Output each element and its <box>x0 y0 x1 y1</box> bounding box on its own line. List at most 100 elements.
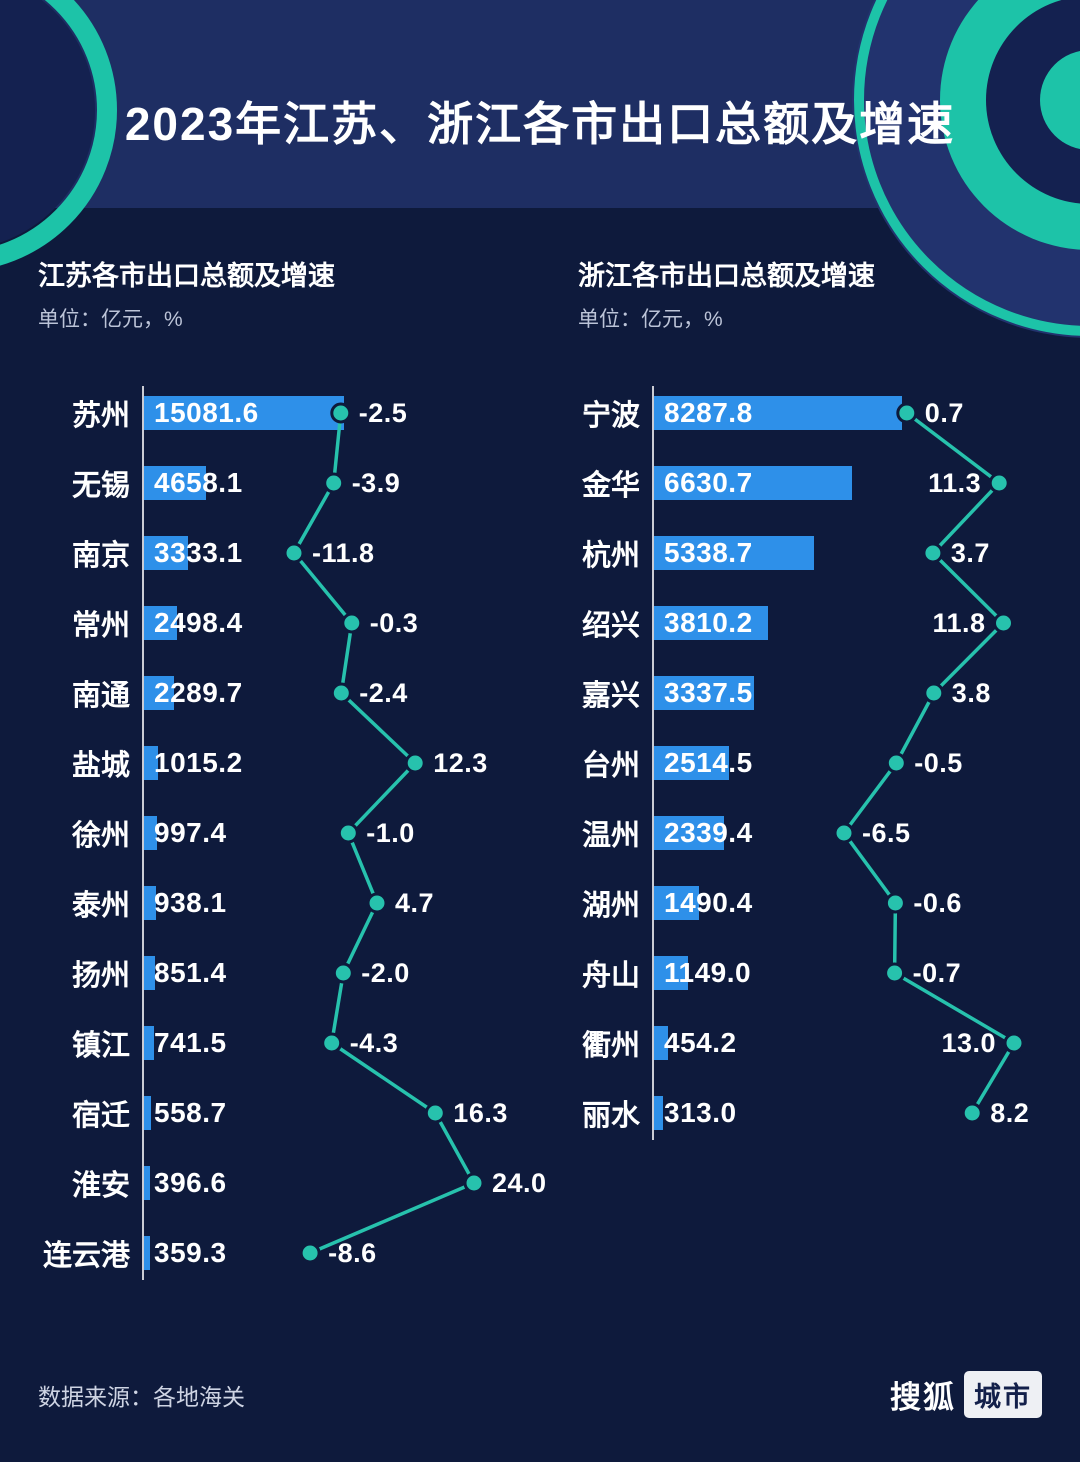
growth-value-label: -11.8 <box>312 538 375 568</box>
export-value-label: 741.5 <box>154 1027 227 1058</box>
chart-row: 丽水 313.0 <box>578 1078 1045 1148</box>
growth-point <box>463 1172 485 1194</box>
growth-line-chart: 0.7 11.3 3.7 11.8 3.8 -0.5 -6.5 -0.6 -0.7 13.0 8.2 <box>833 398 1029 1128</box>
growth-point <box>330 402 352 424</box>
category-label: 金华 <box>581 470 640 502</box>
export-value-label: 558.7 <box>154 1097 227 1128</box>
growth-point <box>833 822 855 844</box>
category-label: 丽水 <box>581 1100 640 1132</box>
export-value-label: 2498.4 <box>154 607 243 638</box>
export-value-label: 15081.6 <box>154 397 259 428</box>
bar-cell: 3333.1 <box>142 518 543 588</box>
growth-point <box>330 682 352 704</box>
growth-value-label: -0.5 <box>914 748 963 778</box>
growth-value-label: -0.3 <box>370 608 419 638</box>
chart-row: 宁波 8287.8 <box>578 378 1045 448</box>
deco-circle-center <box>1040 51 1080 149</box>
category-label: 衢州 <box>581 1030 640 1062</box>
growth-value-label: 11.3 <box>928 468 981 498</box>
bar-cell: 2339.4 <box>652 798 1045 868</box>
growth-value-label: -4.3 <box>350 1028 399 1058</box>
growth-point <box>922 542 944 564</box>
category-label: 南通 <box>71 680 130 712</box>
export-bar <box>654 536 814 570</box>
growth-value-label: 12.3 <box>433 748 488 778</box>
export-bar <box>144 1096 152 1130</box>
growth-point <box>341 612 363 634</box>
growth-point <box>283 542 305 564</box>
chart-rows: 宁波 8287.8 金华 6630.7 杭州 5338.7 绍兴 3810.2 嘉兴 3337.5… <box>578 378 1045 1148</box>
export-value-label: 313.0 <box>664 1097 737 1128</box>
chart-row: 绍兴 3810.2 <box>578 588 1045 658</box>
chart-title: 江苏各市出口总额及增速 <box>38 261 335 291</box>
bar-cell: 1015.2 <box>142 728 543 798</box>
category-label: 苏州 <box>71 400 130 432</box>
growth-value-label: -2.0 <box>361 958 410 988</box>
growth-point <box>323 472 345 494</box>
page-title: 2023年江苏、浙江各市出口总额及增速 <box>124 98 956 150</box>
value-axis <box>142 386 144 1280</box>
export-value-label: 2514.5 <box>664 747 753 778</box>
chart-row: 金华 6630.7 <box>578 448 1045 518</box>
bar-cell: 396.6 <box>142 1148 543 1218</box>
export-value-label: 938.1 <box>154 887 227 918</box>
growth-value-label: 16.3 <box>453 1098 508 1128</box>
chart-zhejiang: 浙江各市出口总额及增速 单位：亿元，% 宁波 8287.8 金华 6630.7 杭州 5338… <box>578 260 1045 1288</box>
growth-point <box>885 752 907 774</box>
growth-point <box>332 962 354 984</box>
chart-row: 南京 3333.1 <box>38 518 543 588</box>
category-label: 绍兴 <box>581 610 640 642</box>
export-value-label: 6630.7 <box>664 467 753 498</box>
category-label: 嘉兴 <box>581 680 640 712</box>
header-decoration <box>0 0 1080 338</box>
bar-cell: 2498.4 <box>142 588 543 658</box>
category-label: 宿迁 <box>71 1100 130 1132</box>
bar-cell: 2289.7 <box>142 658 543 728</box>
export-value-label: 396.6 <box>154 1167 227 1198</box>
export-bar <box>654 746 730 780</box>
growth-point <box>404 752 426 774</box>
deco-circle-dark <box>986 0 1080 204</box>
growth-point <box>896 402 918 424</box>
chart-row: 苏州 15081.6 <box>38 378 543 448</box>
bar-cell: 741.5 <box>142 1008 543 1078</box>
sohu-city-logo: 搜狐 城市 <box>890 1371 1042 1418</box>
export-bar <box>654 396 902 430</box>
export-value-label: 359.3 <box>154 1237 227 1268</box>
export-bar <box>144 536 189 570</box>
growth-value-label: -3.9 <box>352 468 401 498</box>
chart-jiangsu: 江苏各市出口总额及增速 单位：亿元，% 苏州 15081.6 无锡 4658.1 南京 333… <box>38 260 546 1288</box>
category-label: 无锡 <box>71 470 130 502</box>
growth-value-label: -2.5 <box>359 398 408 428</box>
growth-point <box>424 1102 446 1124</box>
chart-rows: 苏州 15081.6 无锡 4658.1 南京 3333.1 常州 2498.4 南通 2289.… <box>38 378 546 1288</box>
growth-point <box>884 892 906 914</box>
deco-ring-outer <box>854 0 1080 336</box>
export-value-label: 1015.2 <box>154 747 243 778</box>
export-bar <box>654 1096 664 1130</box>
chart-row: 衢州 454.2 <box>578 1008 1045 1078</box>
export-value-label: 454.2 <box>664 1027 737 1058</box>
bar-cell: 15081.6 <box>142 378 543 448</box>
category-label: 扬州 <box>71 960 130 992</box>
logo-city-badge: 城市 <box>964 1371 1042 1418</box>
chart-row: 南通 2289.7 <box>38 658 543 728</box>
export-bar <box>144 1236 150 1270</box>
category-label: 徐州 <box>71 820 130 852</box>
export-value-label: 2339.4 <box>664 817 753 848</box>
category-label: 淮安 <box>71 1170 130 1202</box>
growth-point <box>337 822 359 844</box>
growth-point <box>366 892 388 914</box>
export-bar <box>654 956 689 990</box>
export-value-label: 3810.2 <box>664 607 753 638</box>
growth-value-label: 24.0 <box>492 1168 547 1198</box>
growth-point <box>884 962 906 984</box>
category-label: 台州 <box>581 750 640 782</box>
deco-circle-left <box>0 0 95 243</box>
export-value-label: 5338.7 <box>664 537 753 568</box>
category-label: 连云港 <box>42 1240 130 1272</box>
chart-row: 杭州 5338.7 <box>578 518 1045 588</box>
chart-row: 徐州 997.4 <box>38 798 543 868</box>
category-label: 宁波 <box>581 400 640 432</box>
